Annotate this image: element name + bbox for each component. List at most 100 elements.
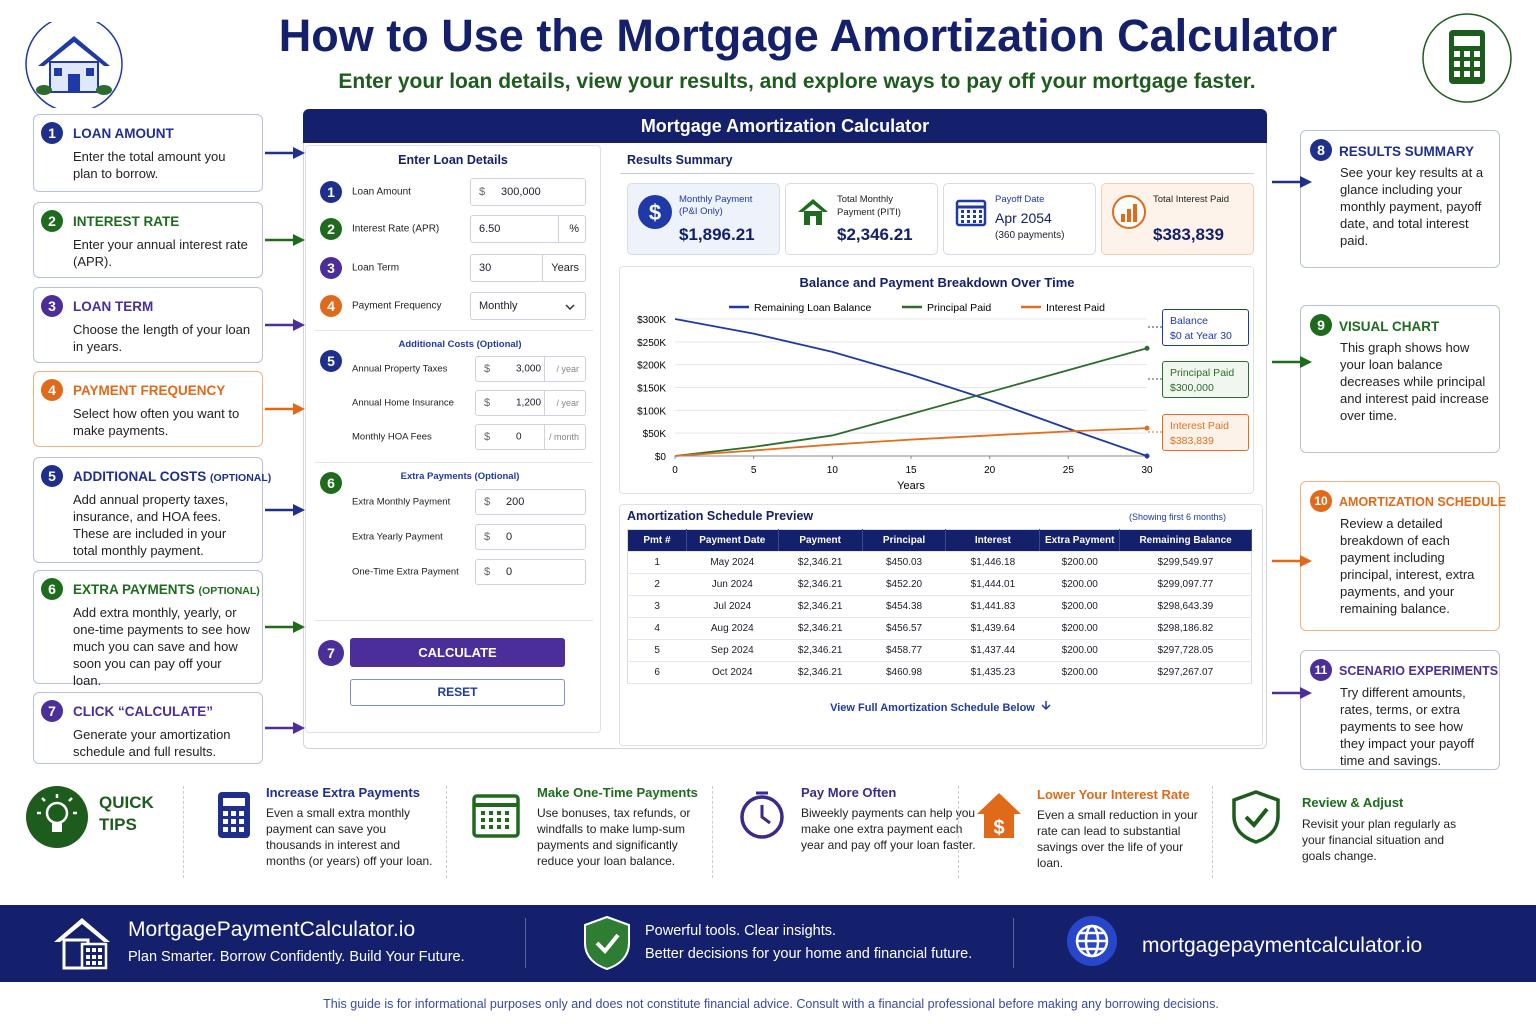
icon <box>489 825 493 829</box>
calculate-button[interactable]: CALCULATE <box>350 638 565 667</box>
step-title-text: ADDITIONAL COSTS <box>73 469 207 484</box>
input-field[interactable]: 30 Years <box>470 254 586 282</box>
x-axis-label: Years <box>897 480 925 492</box>
annotation: Balance $0 at Year 30 <box>1162 309 1249 346</box>
field-label: Monthly HOA Fees <box>352 431 432 443</box>
calculator-title: Mortgage Amortization Calculator <box>303 109 1267 143</box>
arrow-head <box>293 147 305 159</box>
x-tick-label: 5 <box>751 465 757 476</box>
result-icon: $ <box>638 195 672 229</box>
tip-icon: $ <box>977 793 1021 839</box>
icon <box>505 818 509 822</box>
table-cell: $299,549.97 <box>1119 551 1252 574</box>
footer-line: Powerful tools. Clear insights. <box>645 923 836 939</box>
step-arrow <box>265 147 305 159</box>
result-icon <box>955 199 987 227</box>
step-title-text: LOAN TERM <box>73 299 154 314</box>
icon <box>505 825 509 829</box>
g-shape <box>1075 924 1109 958</box>
y-tick-label: $0 <box>655 452 667 463</box>
footer-brand: MortgagePaymentCalculator.io <box>128 918 416 941</box>
input-field[interactable]: $3,000 / year <box>475 356 586 382</box>
input-divider <box>558 215 559 243</box>
step-number: 6 <box>41 578 63 600</box>
disclaimer: This guide is for informational purposes… <box>323 997 1219 1011</box>
rect-shape <box>1474 71 1480 77</box>
results-heading: Results Summary <box>627 153 733 167</box>
input-prefix: $ <box>484 566 491 578</box>
table-cell: $297,267.07 <box>1119 661 1252 684</box>
y-tick-label: $100K <box>637 406 666 417</box>
arrow-head <box>1300 687 1312 699</box>
field-label: Loan Term <box>352 262 400 274</box>
table-row: 6 Oct 2024 $2,346.21 $460.98 $1,435.23 $200.0… <box>627 661 1252 684</box>
step-card: 1 LOAN AMOUNT Enter the total amount you p… <box>33 114 263 192</box>
input-suffix: Years <box>551 262 579 274</box>
icon <box>68 797 73 802</box>
end-point <box>1144 345 1150 351</box>
ellipse-shape <box>96 85 112 95</box>
table-cell: $452.20 <box>862 573 946 596</box>
step-number: 3 <box>41 295 63 317</box>
icon <box>961 215 964 218</box>
annotation-title: Interest Paid <box>1170 420 1229 432</box>
polygon-shape <box>38 36 110 66</box>
table-cell: $456.57 <box>862 617 946 640</box>
step-arrow <box>265 722 305 734</box>
input-field[interactable]: Monthly <box>470 292 586 320</box>
input-field[interactable]: $0 / month <box>475 424 586 450</box>
step-title: ADDITIONAL COSTS (OPTIONAL) <box>73 469 271 484</box>
input-field[interactable]: $1,200 / year <box>475 390 586 416</box>
rect-shape <box>1454 51 1460 57</box>
step-text: Add annual property taxes, insurance, an… <box>73 492 229 558</box>
rect-shape <box>1454 36 1480 46</box>
input-field[interactable]: $0 <box>475 524 586 550</box>
step-arrow <box>265 234 305 246</box>
step-number: 10 <box>1310 490 1332 512</box>
step-card: 11 SCENARIO EXPERIMENTS Try different amou… <box>1300 650 1500 770</box>
table-cell: $1,446.18 <box>945 551 1040 574</box>
end-point <box>1144 425 1150 431</box>
reset-button[interactable]: RESET <box>350 679 565 706</box>
input-value: 1,200 <box>516 397 542 409</box>
icon <box>497 825 501 829</box>
tip-title: Lower Your Interest Rate <box>1037 787 1190 802</box>
arrow-head <box>293 234 305 246</box>
y-tick-label: $250K <box>637 338 666 349</box>
link-arrow <box>1041 701 1051 711</box>
tip-divider <box>183 786 184 878</box>
input-field[interactable]: $0 <box>475 559 586 585</box>
table-cell: $1,439.64 <box>945 617 1040 640</box>
step-number: 7 <box>318 640 344 666</box>
end-point <box>1144 453 1150 459</box>
step-text: Select how often you want to make paymen… <box>73 406 240 438</box>
arrow-head <box>293 319 305 331</box>
annotation-title: Principal Paid <box>1170 367 1235 379</box>
footer-url[interactable]: mortgagepaymentcalculator.io <box>1142 934 1423 957</box>
icon <box>472 794 520 838</box>
input-field[interactable]: 6.50% <box>470 215 586 243</box>
chart-box: Balance and Payment Breakdown Over Time $… <box>619 266 1254 494</box>
icon <box>1232 790 1280 844</box>
calculator-logo <box>1422 13 1512 103</box>
step-text: Enter the total amount you plan to borro… <box>73 149 226 181</box>
step-number: 7 <box>41 700 63 722</box>
input-field[interactable]: $200 <box>475 489 586 515</box>
chart-title: Balance and Payment Breakdown Over Time <box>799 275 1074 290</box>
rect-shape <box>92 955 96 959</box>
step-arrow <box>265 504 305 516</box>
input-field[interactable]: $300,000 <box>470 178 586 206</box>
result-icon <box>1112 195 1146 229</box>
input-prefix: $ <box>484 496 491 508</box>
link-text[interactable]: View Full Amortization Schedule Below <box>830 702 1035 714</box>
series-line <box>674 427 1148 457</box>
tip-title: Increase Extra Payments <box>266 785 420 800</box>
table-cell: $450.03 <box>862 551 946 574</box>
schedule-link[interactable]: View Full Amortization Schedule Below <box>619 700 1263 714</box>
icon <box>497 811 501 815</box>
step-title: SCENARIO EXPERIMENTS <box>1339 664 1499 678</box>
step-number: 4 <box>320 295 342 317</box>
rect-shape <box>1474 51 1480 57</box>
icon <box>223 819 228 824</box>
icon <box>973 215 976 218</box>
